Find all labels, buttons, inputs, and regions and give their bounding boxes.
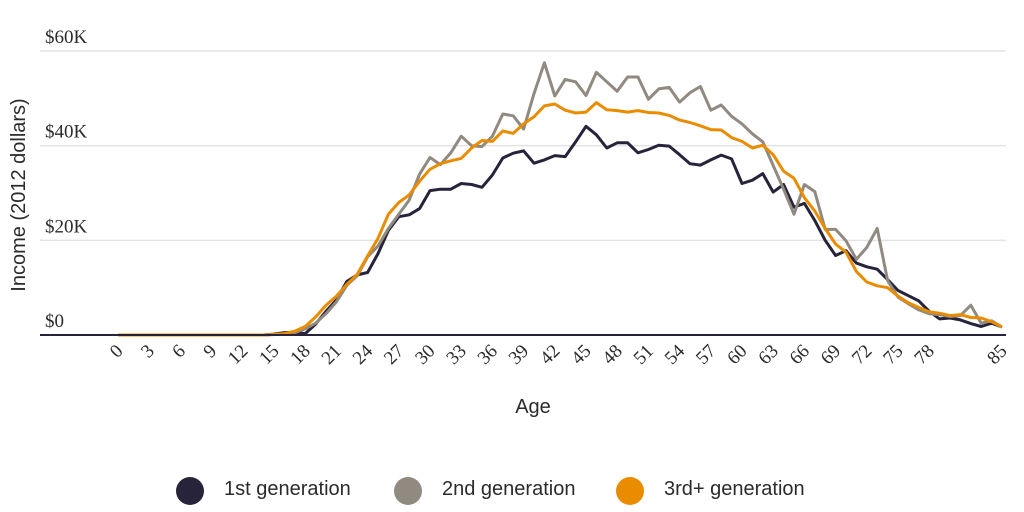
x-tick-label: 27: [380, 341, 408, 369]
x-tick-label: 78: [910, 341, 938, 369]
y-tick-label: $0: [45, 311, 64, 332]
x-tick-label: 45: [567, 341, 595, 369]
legend-swatch-icon: [394, 477, 422, 505]
gridlines: [40, 50, 1006, 242]
series-line-1st-generation: [118, 124, 1003, 337]
x-tick-label: 3: [137, 341, 159, 363]
x-tick-label: 24: [349, 340, 378, 369]
x-tick-label: 66: [786, 341, 814, 369]
x-tick-label: 21: [318, 341, 346, 369]
x-tick-label: 15: [255, 341, 283, 369]
x-tick-label: 30: [411, 341, 439, 369]
x-tick-label: 18: [286, 341, 314, 369]
y-tick-label: $40K: [45, 122, 88, 143]
legend-swatch-icon: [176, 477, 204, 505]
legend-item-1st-generation: 1st generation: [176, 477, 351, 505]
x-tick-label: 75: [879, 341, 907, 369]
series-line-3rd-generation: [118, 101, 1003, 337]
series-line-2nd-generation: [118, 61, 1003, 337]
y-tick-label: $20K: [45, 216, 88, 237]
legend-item-2nd-generation: 2nd generation: [394, 477, 575, 505]
legend-item-3rd-generation: 3rd+ generation: [616, 477, 805, 505]
x-axis-title: Age: [515, 396, 551, 418]
x-tick-label: 69: [817, 341, 845, 369]
x-tick-label: 51: [630, 341, 658, 369]
x-tick-label: 39: [505, 341, 533, 369]
series-lines: [118, 61, 1003, 337]
x-tick-label: 60: [723, 341, 751, 369]
x-tick-label: 0: [106, 341, 128, 363]
x-tick-label: 9: [200, 341, 222, 363]
legend-label: 1st generation: [224, 478, 351, 500]
x-tick-label: 63: [754, 341, 782, 369]
y-axis-title: Income (2012 dollars): [8, 98, 30, 291]
x-tick-label: 54: [661, 340, 690, 369]
x-tick-label: 48: [598, 341, 626, 369]
legend-label: 3rd+ generation: [664, 478, 805, 500]
y-tick-label: $60K: [45, 27, 88, 48]
x-axis-tick-labels: 0 3 6 9 12 15 18 21 24 27 30 33 36 39 42 45 48 51 54 57 60 63…: [106, 340, 1012, 369]
x-tick-label: 57: [692, 341, 720, 369]
x-tick-label: 36: [474, 341, 502, 369]
x-tick-label: 33: [442, 341, 470, 369]
x-tick-label: 85: [983, 341, 1011, 369]
legend: 1st generation 2nd generation 3rd+ gener…: [176, 477, 805, 505]
x-tick-label: 6: [168, 341, 190, 363]
x-tick-label: 12: [224, 341, 252, 369]
legend-swatch-icon: [616, 477, 644, 505]
x-tick-label: 72: [848, 341, 876, 369]
x-tick-label: 42: [536, 341, 564, 369]
legend-label: 2nd generation: [442, 478, 575, 500]
y-axis-tick-labels: $0 $20K $40K $60K: [45, 27, 88, 332]
